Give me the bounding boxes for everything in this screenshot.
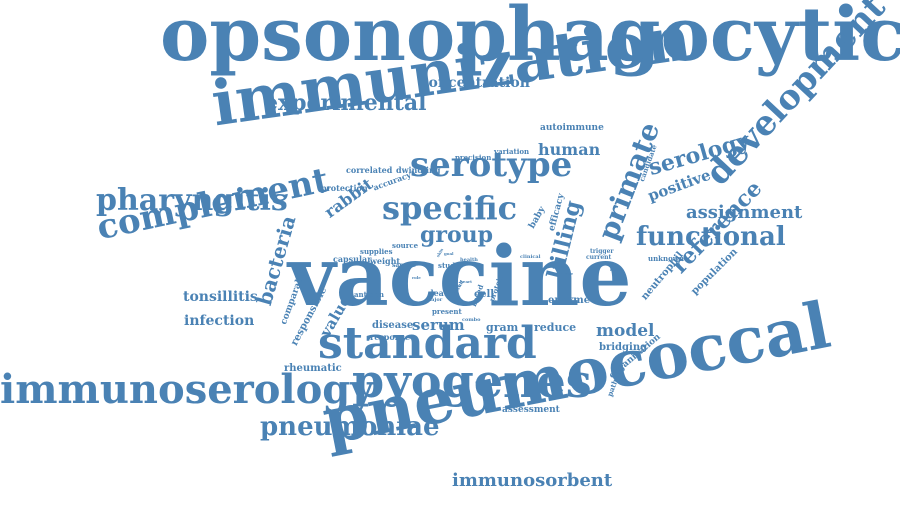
word-tonsillitis: tonsillitis (183, 289, 258, 305)
word-experimental: experimental (264, 90, 427, 116)
word-trigger: trigger (590, 248, 614, 255)
word-assignment: assignment (686, 202, 803, 223)
word-rate: rate (564, 271, 574, 276)
word-sample: sample (392, 262, 416, 269)
word-standard: standard (318, 318, 537, 369)
word-correlated: correlated (346, 165, 393, 175)
word-cell: cell (474, 289, 495, 300)
word-field: field (604, 261, 614, 266)
word-baby: baby (527, 205, 548, 231)
word-opsonophagocytic: opsonophagocytic (160, 0, 900, 78)
word-combo: combo (462, 317, 481, 323)
word-dwindling: dwindling (396, 165, 441, 175)
word-autoimmune: autoimmune (540, 123, 604, 133)
word-group: group (420, 222, 494, 248)
word-concentration: concentration (420, 75, 530, 91)
word-health: health (460, 257, 478, 263)
word-pyogenes: pyogenes (352, 354, 592, 408)
word-precision: precision (455, 153, 492, 162)
word-human: human (538, 140, 601, 159)
word-goal: goal (444, 251, 454, 256)
word-disease: disease (372, 320, 414, 331)
word-clinical: clinical (520, 254, 541, 260)
word-heart: heart (460, 279, 472, 284)
word-enzyme: enzyme (548, 295, 591, 306)
word-gram: gram (486, 321, 519, 334)
word-functional: functional (636, 222, 786, 252)
word-specific: specific (382, 189, 518, 227)
word-death: death (428, 288, 454, 298)
word-variation: variation (494, 147, 530, 156)
word-reduce: reduce (534, 321, 577, 334)
word-major: major (426, 297, 443, 303)
word-antigen: antigen (354, 290, 384, 299)
word-source: source (392, 241, 419, 250)
word-unknown: unknown (648, 254, 684, 263)
word-role: role (412, 275, 421, 280)
word-study: study (438, 261, 460, 270)
word-pharyngitis: pharyngitis (96, 183, 288, 218)
word-rheumatic: rheumatic (284, 363, 342, 374)
word-assessment: assessment (502, 405, 560, 415)
word-weight: weight (370, 256, 401, 266)
word-response: response (370, 332, 411, 342)
word-infection: infection (184, 313, 255, 329)
word-serum: serum (412, 316, 465, 334)
word-fever: fever (450, 283, 462, 288)
word-supplies: supplies (360, 247, 393, 256)
word-capsular: capsular (333, 254, 372, 264)
word-serotype: serotype (410, 145, 573, 185)
word-vaccine: vaccine (288, 229, 632, 325)
word-present: present (432, 307, 462, 316)
word-protection: protection (321, 183, 368, 193)
word-current: current (586, 254, 612, 261)
word-model: model (596, 321, 655, 341)
word-pneumoniae: pneumoniae (260, 412, 440, 442)
word-bridging: bridging (599, 342, 648, 353)
word-immunoserology: immunoserology (0, 366, 374, 413)
word-host: host (610, 267, 620, 272)
word-immunosorbent: immunosorbent (452, 470, 613, 491)
word-test: test (560, 264, 569, 269)
